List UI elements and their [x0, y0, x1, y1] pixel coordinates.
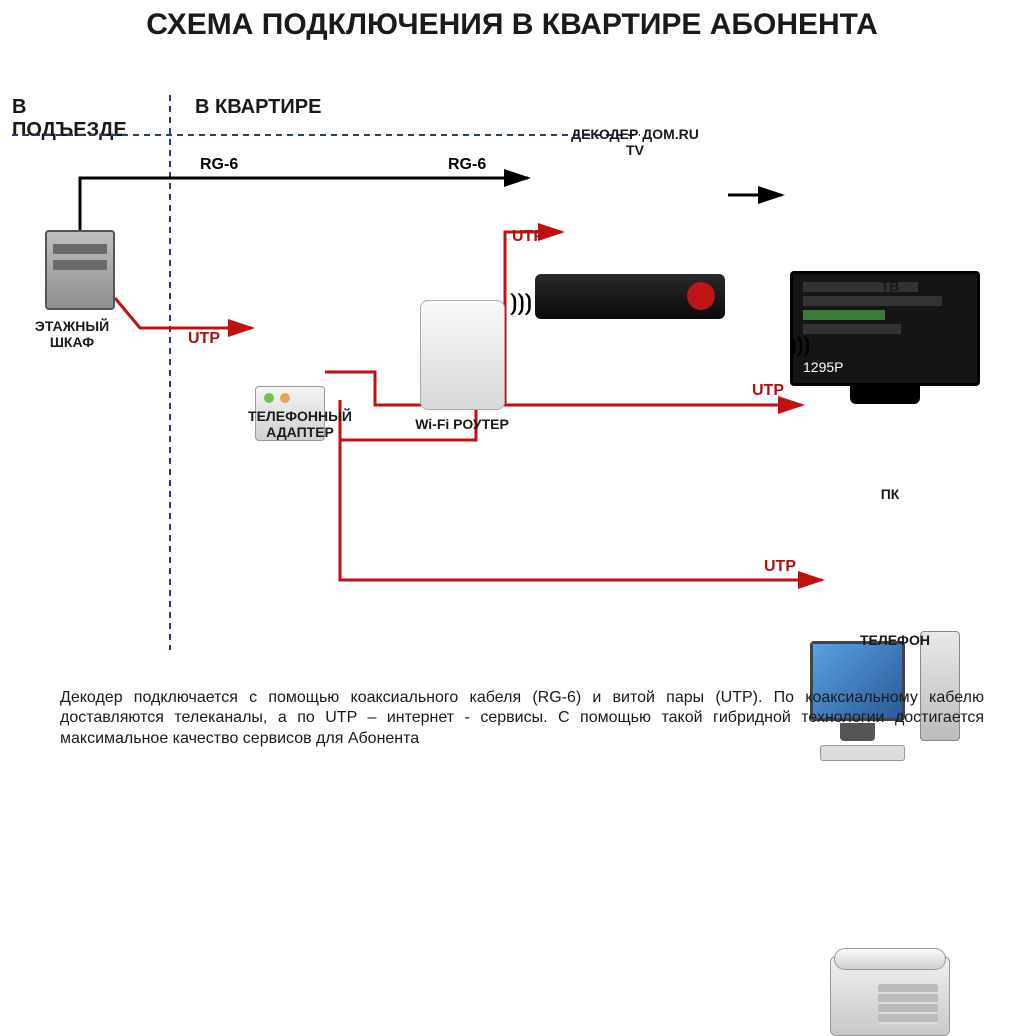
cable-rg6-1: [80, 178, 210, 232]
zone-entrance-label: В ПОДЪЕЗДЕ: [12, 96, 142, 142]
device-router: [420, 300, 505, 410]
tv-price: 1295Р: [803, 359, 967, 375]
label-decoder: ДЕКОДЕР ДОМ.RU TV: [565, 126, 705, 158]
label-utp-4: UTP: [764, 558, 796, 576]
wifi-icon: ⟯⟯⟯: [510, 290, 532, 316]
page-title: СХЕМА ПОДКЛЮЧЕНИЯ В КВАРТИРЕ АБОНЕНТА: [0, 0, 1024, 41]
device-cabinet: [45, 230, 115, 310]
label-rg6-1: RG-6: [200, 156, 238, 174]
label-phone: ТЕЛЕФОН: [845, 632, 945, 648]
label-cabinet: ЭТАЖНЫЙ ШКАФ: [12, 318, 132, 350]
wifi-icon-pc: ⟯⟯⟯: [790, 335, 810, 358]
cable-utp-cabinet: [115, 298, 252, 328]
label-rg6-2: RG-6: [448, 156, 486, 174]
device-phone: [830, 956, 950, 1036]
footer-description: Декодер подключается с помощью коаксиаль…: [60, 688, 984, 750]
device-decoder: [535, 274, 725, 319]
label-adapter: ТЕЛЕФОННЫЙ АДАПТЕР: [230, 408, 370, 440]
label-utp-1: UTP: [188, 330, 220, 348]
label-utp-3: UTP: [752, 382, 784, 400]
label-router: Wi-Fi РОУТЕР: [412, 416, 512, 432]
label-utp-2: UTP: [512, 228, 544, 246]
label-pc: ПК: [860, 486, 920, 502]
label-tv: ТВ: [860, 278, 920, 294]
zone-apartment-label: В КВАРТИРЕ: [195, 96, 355, 119]
